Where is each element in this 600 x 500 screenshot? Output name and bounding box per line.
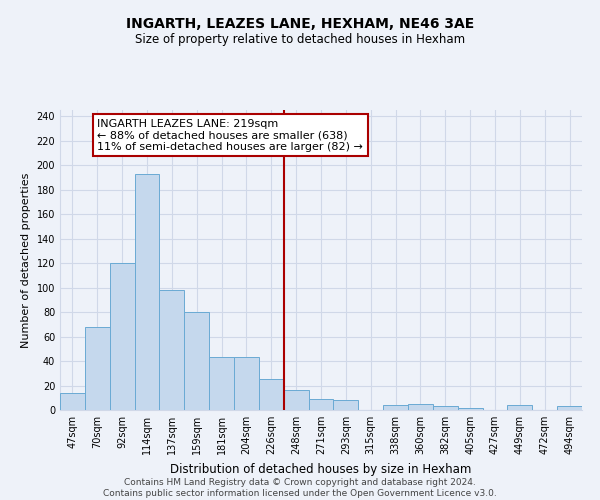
Bar xyxy=(60,393,85,410)
Bar xyxy=(134,174,160,410)
Bar xyxy=(110,263,134,410)
Bar xyxy=(408,404,433,410)
X-axis label: Distribution of detached houses by size in Hexham: Distribution of detached houses by size … xyxy=(170,462,472,475)
Bar xyxy=(334,400,358,410)
Bar xyxy=(209,358,234,410)
Bar xyxy=(433,406,458,410)
Bar xyxy=(308,399,334,410)
Text: INGARTH, LEAZES LANE, HEXHAM, NE46 3AE: INGARTH, LEAZES LANE, HEXHAM, NE46 3AE xyxy=(126,18,474,32)
Text: Contains HM Land Registry data © Crown copyright and database right 2024.
Contai: Contains HM Land Registry data © Crown c… xyxy=(103,478,497,498)
Bar xyxy=(259,380,284,410)
Bar xyxy=(85,326,110,410)
Bar xyxy=(160,290,184,410)
Y-axis label: Number of detached properties: Number of detached properties xyxy=(21,172,31,348)
Bar xyxy=(383,405,408,410)
Bar xyxy=(234,358,259,410)
Bar xyxy=(508,405,532,410)
Text: INGARTH LEAZES LANE: 219sqm
← 88% of detached houses are smaller (638)
11% of se: INGARTH LEAZES LANE: 219sqm ← 88% of det… xyxy=(97,118,363,152)
Bar xyxy=(458,408,482,410)
Bar xyxy=(284,390,308,410)
Text: Size of property relative to detached houses in Hexham: Size of property relative to detached ho… xyxy=(135,32,465,46)
Bar xyxy=(184,312,209,410)
Bar xyxy=(557,406,582,410)
